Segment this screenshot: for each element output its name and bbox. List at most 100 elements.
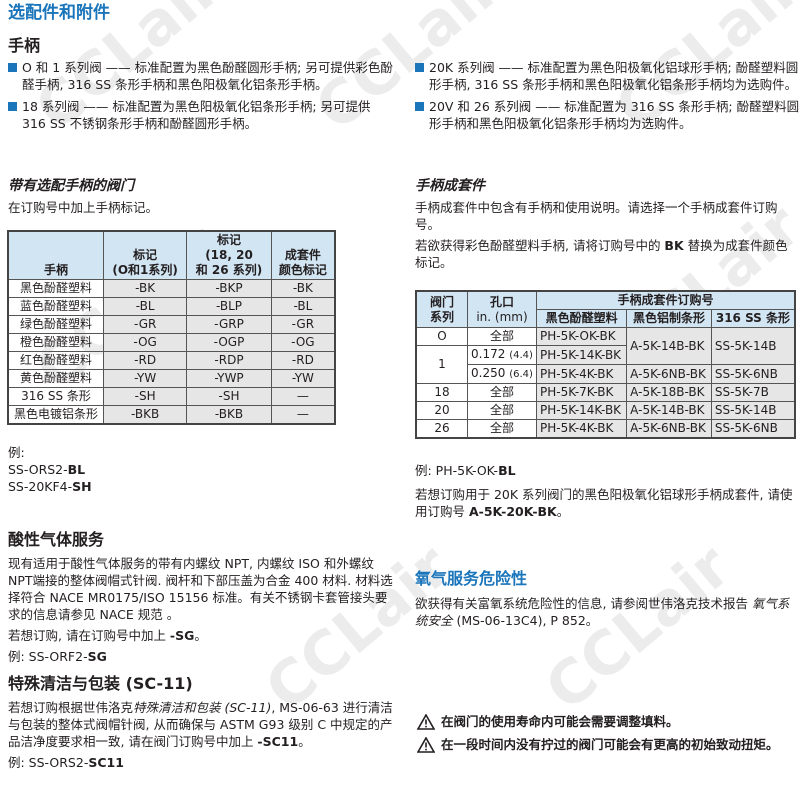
column-group-header: 手柄成套件订购号 <box>536 290 796 310</box>
warning-item: 在一段时间内没有拧过的阀门可能会有更高的初始致动扭矩。 <box>415 736 785 753</box>
column-header: 黑色铝制条形 <box>626 309 712 328</box>
handle-kits-example: 例: PH-5K-OK-BL 若想订购用于 20K 系列阀门的黑色阳极氧化铝球形… <box>415 462 800 524</box>
bullet-square-icon <box>415 63 424 72</box>
handle-type-cell: 绿色酚醛塑料 <box>7 315 104 334</box>
example-line: SS-ORS2-BL <box>8 461 92 478</box>
designator-cell: -RD <box>270 351 336 370</box>
kit-cell: SS-5K-6NB <box>710 419 796 439</box>
kit-cell: PH-5K-14K-BK <box>535 345 628 365</box>
table-row: 18 全部 PH-5K-7K-BK A-5K-18B-BK SS-5K-7B <box>415 383 796 402</box>
designator-cell: -OGP <box>186 333 272 352</box>
optional-handles-examples: 例: SS-ORS2-BL SS-20KF4-SH <box>8 444 92 495</box>
column-header: 标记 (O和1系列) <box>102 230 188 280</box>
orifice-mm: (6.4) <box>509 369 533 380</box>
table-row: 黑色电镀铝条形 -BKB -BKB — <box>7 405 336 425</box>
orifice-cell: 全部 <box>467 327 537 346</box>
example-line: 例: PH-5K-OK-BL <box>415 462 800 479</box>
text-bold: A-5K-20K-BK <box>468 504 557 519</box>
kit-cell: PH-5K-14K-BK <box>535 401 628 420</box>
warning-triangle-icon <box>417 714 435 730</box>
designator-cell: -SH <box>186 387 272 406</box>
bullet-text: 20V 和 26 系列阀 —— 标准配置为 316 SS 条形手柄; 酚醛塑料圆… <box>429 99 800 131</box>
warnings: 在阀门的使用寿命内可能会需要调整填料。 在一段时间内没有拧过的阀门可能会有更高的… <box>415 713 785 759</box>
designator-cell: -GRP <box>186 315 272 334</box>
special-cleaning-heading: 特殊清洁与包装 (SC-11) <box>8 674 193 693</box>
table-row: 红色酚醛塑料 -RD -RDP -RD <box>7 351 336 370</box>
orifice-cell: 0.172 (4.4) <box>467 345 537 365</box>
example-prefix: SS-20KF4- <box>8 479 73 494</box>
paragraph: 若想订购根据世伟洛克特殊清洁和包装 (SC-11), MS-06-63 进行清洁… <box>8 699 393 750</box>
text: 若想订购用于 20K 系列阀门的黑色阳极氧化铝球形手柄成套件, 请使用订购号 <box>415 487 793 519</box>
handle-type-cell: 黑色酚醛塑料 <box>7 279 104 298</box>
sour-gas-heading: 酸性气体服务 <box>8 530 105 549</box>
example-label: 例: <box>8 445 25 460</box>
handle-kits-text: 手柄成套件中包含有手柄和使用说明。请选择一个手柄成套件订购号。 若欲获得彩色酚醛… <box>415 199 795 275</box>
designator-cell: -RDP <box>186 351 272 370</box>
text: 替换为成套件颜色标记。 <box>415 238 788 270</box>
warning-text: 在阀门的使用寿命内可能会需要调整填料。 <box>441 714 679 729</box>
text-italic: 氧气系统安全 <box>415 596 790 628</box>
text: 若想订购根据世伟洛克 <box>8 700 134 715</box>
handle-kits-heading: 手柄成套件 <box>415 178 485 194</box>
paragraph: 若想订购, 请在订购号中加上 -SG。 <box>8 627 393 644</box>
example-suffix: BL <box>67 462 86 477</box>
orifice-mm: (4.4) <box>509 350 533 361</box>
example-prefix: 例: SS-ORF2- <box>8 649 88 664</box>
paragraph: 若想订购用于 20K 系列阀门的黑色阳极氧化铝球形手柄成套件, 请使用订购号 A… <box>415 486 800 520</box>
kit-cell: PH-5K-4K-BK <box>535 364 628 384</box>
oxygen-body: 欲获得有关富氧系统危险性的信息, 请参阅世伟洛克技术报告 氧气系统安全 (MS-… <box>415 595 800 629</box>
kit-cell: A-5K-14B-BK <box>626 327 712 365</box>
bullet-item: 20K 系列阀 —— 标准配置为黑色阳极氧化铝球形手柄; 酚醛塑料圆形手柄, 3… <box>415 59 800 93</box>
warning-text: 在一段时间内没有拧过的阀门可能会有更高的初始致动扭矩。 <box>441 737 779 752</box>
example-suffix: SC11 <box>88 755 124 770</box>
table-row: 橙色酚醛塑料 -OG -OGP -OG <box>7 333 336 352</box>
bullet-item: O 和 1 系列阀 —— 标准配置为黑色酚醛圆形手柄; 另可提供彩色酚醛手柄, … <box>8 59 393 93</box>
designator-cell: -BKB <box>102 405 188 425</box>
kit-cell: A-5K-6NB-BK <box>626 364 712 384</box>
handle-designator-table: 手柄 标记 (O和1系列) 标记 (18, 20 和 26 系列) 成套件 颜色… <box>7 230 336 425</box>
example-suffix: SH <box>72 479 92 494</box>
series-cell: O <box>415 327 468 346</box>
example-prefix: 例: SS-ORS2- <box>8 755 89 770</box>
kit-cell: SS-5K-14B <box>710 327 796 365</box>
orifice-cell: 全部 <box>467 401 537 420</box>
handle-type-cell: 蓝色酚醛塑料 <box>7 297 104 316</box>
bullet-square-icon <box>8 63 17 72</box>
handles-bullets-left: O 和 1 系列阀 —— 标准配置为黑色酚醛圆形手柄; 另可提供彩色酚醛手柄, … <box>8 59 393 137</box>
kit-cell: SS-5K-14B <box>710 401 796 420</box>
oxygen-heading: 氧气服务危险性 <box>415 569 528 588</box>
bullet-square-icon <box>415 102 424 111</box>
table-row: 黄色酚醛塑料 -YW -YWP -YW <box>7 369 336 388</box>
bullet-item: 20V 和 26 系列阀 —— 标准配置为 316 SS 条形手柄; 酚醛塑料圆… <box>415 98 800 132</box>
bullet-text: 18 系列阀 —— 标准配置为黑色阳极氧化铝条形手柄; 另可提供 316 SS … <box>22 99 371 131</box>
designator-cell: -OG <box>270 333 336 352</box>
example-prefix: 例: PH-5K-OK- <box>415 463 499 478</box>
table-row: 20 全部 PH-5K-14K-BK A-5K-14B-BK SS-5K-14B <box>415 401 796 420</box>
table-row: 绿色酚醛塑料 -GR -GRP -GR <box>7 315 336 334</box>
paragraph: 现有适用于酸性气体服务的带有内螺纹 NPT, 内螺纹 ISO 和外螺纹 NPT端… <box>8 556 393 622</box>
series-cell: 20 <box>415 401 468 420</box>
sour-gas-body: 现有适用于酸性气体服务的带有内螺纹 NPT, 内螺纹 ISO 和外螺纹 NPT端… <box>8 555 393 669</box>
text: (MS-06-13C4), P 852。 <box>452 613 599 628</box>
kit-cell: SS-5K-7B <box>710 383 796 402</box>
handle-type-cell: 红色酚醛塑料 <box>7 351 104 370</box>
handle-type-cell: 黄色酚醛塑料 <box>7 369 104 388</box>
special-cleaning-body: 若想订购根据世伟洛克特殊清洁和包装 (SC-11), MS-06-63 进行清洁… <box>8 699 393 775</box>
series-cell: 18 <box>415 383 468 402</box>
table-row: 316 SS 条形 -SH -SH — <box>7 387 336 406</box>
kit-cell: A-5K-6NB-BK <box>626 419 712 439</box>
paragraph: 若欲获得彩色酚醛塑料手柄, 请将订购号中的 BK 替换为成套件颜色标记。 <box>415 237 795 271</box>
kit-cell: PH-5K-OK-BK <box>535 327 628 346</box>
warning-item: 在阀门的使用寿命内可能会需要调整填料。 <box>415 713 785 730</box>
series-cell: 1 <box>415 345 468 384</box>
designator-cell: -BKP <box>186 279 272 298</box>
designator-cell: -YW <box>102 369 188 388</box>
orifice-in: 0.172 <box>471 347 506 361</box>
handle-type-cell: 316 SS 条形 <box>7 387 104 406</box>
kit-cell: PH-5K-4K-BK <box>535 419 628 439</box>
designator-cell: -BL <box>270 297 336 316</box>
handle-type-cell: 黑色电镀铝条形 <box>7 405 104 425</box>
handle-kit-table: 阀门 系列 孔口 in. (mm) 手柄成套件订购号 黑色酚醛塑料 黑色铝制条形 … <box>415 290 796 439</box>
designator-cell: -BKB <box>186 405 272 425</box>
